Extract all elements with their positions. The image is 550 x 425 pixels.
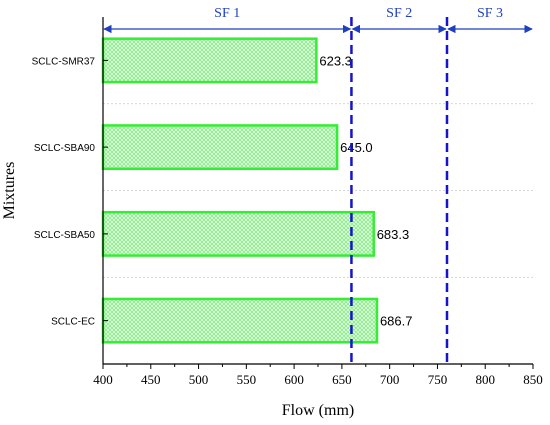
zone-annotations: SF 1 SF 2 SF 3 [103, 6, 533, 34]
x-tick-label: 500 [189, 372, 209, 387]
bar-value-label: 686.7 [380, 314, 413, 329]
bar [101, 297, 379, 344]
y-tick-label: SCLC-SBA90 [34, 143, 96, 154]
x-tick-label: 700 [380, 372, 400, 387]
zone-label: SF 1 [214, 6, 240, 21]
x-tick-label: 850 [523, 372, 543, 387]
y-tick-label: SCLC-SBA50 [34, 230, 96, 241]
x-tick-label: 800 [475, 372, 495, 387]
zone-label: SF 3 [477, 6, 503, 21]
bar-value-labels: 623.3 645.0 683.3 686.7 [319, 53, 412, 328]
threshold-lines [350, 17, 449, 364]
bar [101, 210, 375, 257]
x-tick-label: 650 [332, 372, 352, 387]
bar-value-label: 645.0 [340, 140, 373, 155]
y-axis-title: Mixtures [1, 162, 18, 220]
bar-value-label: 623.3 [319, 53, 352, 68]
bar-value-label: 683.3 [377, 227, 410, 242]
x-tick-label: 600 [284, 372, 304, 387]
x-tick-label: 450 [141, 372, 161, 387]
axes: SCLC-SMR37 SCLC-SBA90 SCLC-SBA50 SCLC-EC 400… [32, 17, 543, 387]
x-tick-label: 550 [237, 372, 257, 387]
bar [101, 37, 318, 84]
x-axis-title: Flow (mm) [282, 402, 354, 419]
y-tick-label: SCLC-EC [51, 317, 95, 328]
bar [101, 124, 339, 171]
bars [101, 37, 379, 344]
x-tick-label: 400 [93, 372, 113, 387]
zone-label: SF 2 [386, 6, 412, 21]
y-tick-label: SCLC-SMR37 [32, 56, 96, 67]
x-tick-label: 750 [428, 372, 448, 387]
